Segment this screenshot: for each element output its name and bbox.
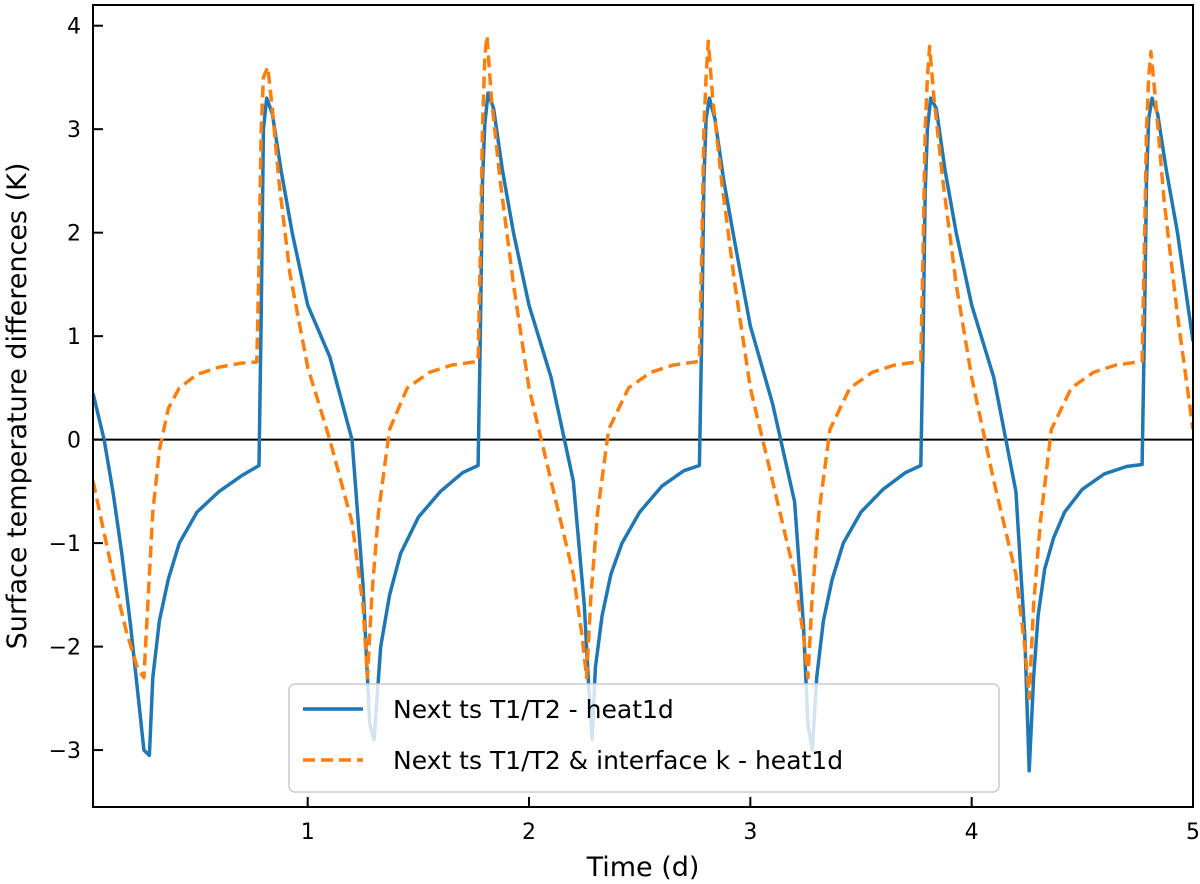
y-tick-label: 4 xyxy=(67,15,81,40)
legend-label-series-1: Next ts T1/T2 - heat1d xyxy=(393,695,674,724)
legend: Next ts T1/T2 - heat1d Next ts T1/T2 & i… xyxy=(288,683,1000,793)
series-line-next-ts-t1-t2 xyxy=(93,91,1193,773)
y-tick-label: 2 xyxy=(67,222,81,247)
y-tick-label: 0 xyxy=(67,429,81,454)
y-tick-label: −3 xyxy=(49,739,81,764)
plot-frame xyxy=(92,4,1194,808)
legend-box xyxy=(288,683,1000,793)
x-tick-label: 2 xyxy=(522,820,536,845)
series-line-next-ts-t1-t2-interface-k xyxy=(93,34,1193,701)
x-tick-label: 1 xyxy=(301,820,315,845)
y-tick-label: 3 xyxy=(67,118,81,143)
plot-data-layer xyxy=(93,34,1193,773)
axis-ticks: 1 2 3 4 5 −3 −2 −1 0 1 2 3 4 xyxy=(49,15,1200,845)
y-tick-label: 1 xyxy=(67,325,81,350)
x-tick-label: 4 xyxy=(965,820,979,845)
x-tick-label: 5 xyxy=(1186,820,1200,845)
y-tick-label: −1 xyxy=(49,532,81,557)
x-tick-label: 3 xyxy=(743,820,757,845)
x-axis-label: Time (d) xyxy=(586,852,700,883)
legend-label-series-2: Next ts T1/T2 & interface k - heat1d xyxy=(393,746,843,775)
y-axis-label: Surface temperature differences (K) xyxy=(2,163,33,650)
y-tick-label: −2 xyxy=(49,636,81,661)
